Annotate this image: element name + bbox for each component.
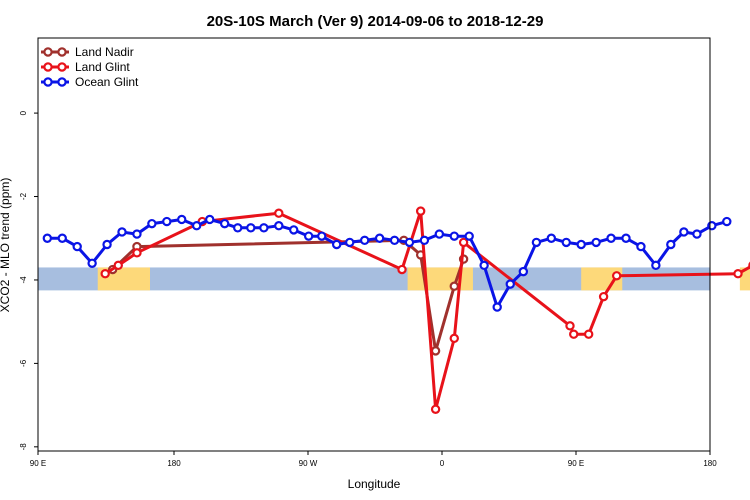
y-tick-label: -4 xyxy=(19,276,28,284)
y-tick-label: -6 xyxy=(19,359,28,367)
ocean-glint-point xyxy=(246,223,256,233)
ocean-glint-point xyxy=(561,237,571,248)
land-segment xyxy=(407,267,473,291)
land-glint-point xyxy=(415,206,426,216)
legend-marker-ocean-glint xyxy=(43,77,53,87)
ocean-glint-point xyxy=(177,214,187,225)
land-glint-point xyxy=(430,404,441,414)
x-tick-label: 90 E xyxy=(30,459,46,468)
ocean-glint-point xyxy=(606,233,616,243)
ocean-glint-point xyxy=(591,237,601,248)
x-tick-label: 180 xyxy=(167,459,181,468)
ocean-glint-point xyxy=(331,239,342,250)
land-glint-point xyxy=(113,260,123,271)
ocean-glint-point xyxy=(479,260,489,271)
ocean-glint-point xyxy=(289,225,299,235)
land-glint-point xyxy=(458,237,469,248)
ocean-glint-point xyxy=(132,229,142,239)
ocean-glint-point xyxy=(419,235,430,246)
ocean-glint-point xyxy=(651,260,661,271)
ocean-glint-point xyxy=(117,227,127,237)
ocean-glint-point xyxy=(317,231,327,241)
ocean-glint-point xyxy=(191,221,202,231)
series-layer xyxy=(42,206,750,414)
land-nadir-point xyxy=(449,281,459,291)
land-glint-point xyxy=(733,269,743,279)
y-tick-label: -8 xyxy=(19,443,28,451)
x-tick-label: 90 E xyxy=(568,459,584,468)
x-tick-label: 180 xyxy=(703,459,717,468)
land-glint-point xyxy=(449,333,459,344)
ocean-glint-point xyxy=(707,221,717,231)
legend-marker-land-nadir xyxy=(43,47,53,57)
ocean-glint-point xyxy=(434,229,445,239)
ocean-glint-point xyxy=(692,229,702,239)
ocean-glint-point xyxy=(505,279,515,289)
plot-frame xyxy=(37,37,711,452)
land-glint-point xyxy=(132,248,142,258)
legend-label-land-nadir: Land Nadir xyxy=(75,45,134,59)
land-glint-point xyxy=(611,271,622,281)
ocean-glint-point xyxy=(359,235,370,246)
ocean-glint-point xyxy=(42,233,53,243)
y-tick-label: 0 xyxy=(19,110,28,115)
land-glint-point xyxy=(569,329,579,339)
ocean-glint-point xyxy=(87,258,97,268)
ocean-glint-point xyxy=(162,216,172,227)
legend-marker-ocean-glint xyxy=(57,77,67,87)
ocean-glint-point xyxy=(389,235,400,246)
x-axis-label: Longitude xyxy=(348,477,401,491)
chart-title: 20S-10S March (Ver 9) 2014-09-06 to 2018… xyxy=(207,13,544,30)
ocean-glint-point xyxy=(449,231,459,241)
ocean-glint-point xyxy=(722,216,732,227)
ocean-glint-point xyxy=(576,239,586,250)
x-tick-label: 90 W xyxy=(299,459,318,468)
ocean-band xyxy=(38,267,710,291)
ocean-glint-point xyxy=(345,237,355,248)
land-glint-point xyxy=(565,321,575,331)
land-nadir-line xyxy=(111,238,466,353)
ocean-glint-point xyxy=(374,233,385,243)
land-nadir-point xyxy=(430,346,441,356)
ocean-glint-point xyxy=(531,237,542,248)
y-axis-label: XCO2 - MLO trend (ppm) xyxy=(0,178,12,313)
ocean-glint-point xyxy=(636,241,646,252)
legend-marker-land-glint xyxy=(57,62,67,72)
ocean-glint-point xyxy=(621,233,631,243)
ocean-glint-point xyxy=(72,241,82,252)
legend-marker-land-nadir xyxy=(57,47,67,57)
legend-label-land-glint: Land Glint xyxy=(75,60,130,74)
ocean-glint-point xyxy=(666,239,676,250)
ocean-glint-point xyxy=(274,221,284,231)
land-glint-point xyxy=(598,291,609,302)
land-glint-point xyxy=(100,269,110,279)
land-glint-point xyxy=(274,208,284,218)
map-strip xyxy=(38,267,750,291)
x-axis: 90 E 180 90 W 0 90 E 180 xyxy=(30,451,717,468)
land-glint-point xyxy=(397,264,407,275)
ocean-glint-point xyxy=(464,231,474,241)
ocean-glint-point xyxy=(57,233,67,243)
y-axis: 0 -2 -4 -6 -8 xyxy=(19,110,38,450)
legend-marker-land-glint xyxy=(43,62,53,72)
ocean-glint-point xyxy=(259,223,269,233)
ocean-glint-point xyxy=(219,218,230,229)
ocean-glint-point xyxy=(679,227,689,237)
ocean-glint-point xyxy=(233,223,243,233)
ocean-glint-point xyxy=(205,214,215,225)
ocean-glint-point xyxy=(303,231,314,241)
land-glint-point xyxy=(583,329,594,339)
x-tick-label: 0 xyxy=(440,459,445,468)
ocean-glint-point xyxy=(518,266,529,277)
ocean-glint-point xyxy=(102,239,112,250)
ocean-glint-point xyxy=(404,237,415,248)
y-tick-label: -2 xyxy=(19,192,28,200)
ocean-glint-point xyxy=(147,218,157,229)
ocean-glint-point xyxy=(492,302,502,312)
legend-label-ocean-glint: Ocean Glint xyxy=(75,75,139,89)
land-segment xyxy=(739,267,750,291)
ocean-glint-point xyxy=(546,233,557,243)
